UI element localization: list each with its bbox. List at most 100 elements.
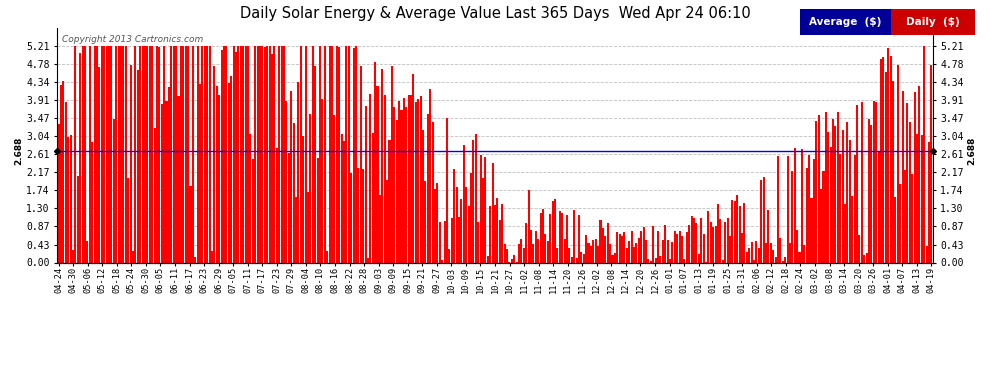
Bar — [477, 222, 479, 262]
Bar — [851, 196, 853, 262]
Bar — [192, 46, 194, 262]
Bar — [877, 152, 880, 262]
Bar — [228, 83, 230, 262]
Bar — [654, 258, 656, 262]
Bar — [902, 92, 904, 262]
Bar — [825, 112, 827, 262]
Bar — [554, 199, 556, 262]
Bar — [538, 239, 540, 262]
Bar — [110, 46, 113, 262]
Bar — [369, 94, 371, 262]
Bar — [923, 46, 926, 262]
Text: Daily  ($): Daily ($) — [906, 17, 960, 27]
Text: 2.688: 2.688 — [967, 136, 976, 165]
Bar — [357, 168, 359, 262]
Bar — [616, 232, 619, 262]
Bar — [177, 96, 179, 262]
Bar — [551, 201, 553, 262]
Bar — [612, 255, 614, 262]
Bar — [130, 65, 132, 262]
Bar — [720, 219, 722, 262]
Bar — [165, 100, 167, 262]
Bar — [417, 99, 420, 262]
Bar — [808, 155, 810, 262]
Bar — [739, 206, 741, 262]
Bar — [352, 48, 354, 262]
Bar — [890, 56, 892, 262]
Bar — [914, 92, 916, 262]
Bar — [789, 243, 791, 262]
Bar — [221, 50, 223, 262]
Bar — [144, 46, 146, 262]
Bar — [717, 204, 719, 262]
Bar — [753, 260, 755, 262]
Bar — [437, 183, 439, 262]
Bar — [127, 178, 129, 262]
Bar — [57, 124, 59, 262]
Bar — [64, 102, 67, 262]
Bar — [223, 46, 225, 262]
Bar — [381, 69, 383, 262]
Bar — [681, 236, 683, 262]
Bar — [657, 231, 659, 262]
Bar — [669, 259, 671, 262]
Bar — [251, 159, 253, 262]
Bar — [132, 251, 134, 262]
Bar — [828, 132, 830, 262]
Bar — [465, 187, 467, 262]
Bar — [94, 46, 96, 262]
Bar — [290, 91, 292, 262]
Bar — [745, 252, 747, 262]
Bar — [607, 223, 609, 262]
Bar — [518, 244, 520, 262]
Bar — [238, 46, 240, 262]
Bar — [240, 46, 242, 262]
Bar — [324, 46, 326, 262]
Bar — [760, 180, 762, 262]
Bar — [741, 233, 742, 262]
Bar — [587, 243, 589, 262]
Bar — [199, 84, 201, 262]
Bar — [885, 72, 887, 262]
Bar — [806, 168, 808, 262]
Bar — [897, 65, 899, 262]
Bar — [710, 222, 712, 262]
Bar — [904, 170, 906, 262]
Bar — [115, 46, 117, 262]
Bar — [89, 46, 91, 262]
Bar — [535, 231, 537, 262]
Bar — [147, 46, 148, 262]
Bar — [561, 213, 563, 262]
Bar — [595, 239, 597, 262]
Bar — [137, 70, 139, 262]
Bar — [732, 200, 734, 262]
Bar — [425, 181, 427, 262]
Bar — [393, 107, 395, 262]
Bar — [779, 238, 781, 262]
Bar — [748, 248, 750, 262]
Bar — [314, 66, 316, 262]
Bar — [187, 46, 189, 262]
Bar — [415, 102, 417, 262]
Bar — [386, 180, 388, 262]
Bar — [734, 201, 736, 262]
Bar — [293, 123, 295, 262]
Bar — [523, 248, 525, 262]
Bar — [549, 214, 551, 262]
Bar — [422, 130, 424, 262]
Bar — [77, 176, 79, 262]
Bar — [712, 227, 714, 262]
Bar — [835, 126, 837, 262]
Bar — [341, 134, 343, 262]
Bar — [629, 242, 631, 262]
Bar — [695, 224, 697, 262]
Bar — [774, 257, 776, 262]
Bar — [624, 232, 626, 262]
Bar — [98, 67, 100, 262]
Bar — [494, 206, 496, 262]
Bar — [858, 235, 860, 262]
Bar — [664, 225, 666, 262]
Bar — [444, 221, 446, 262]
Bar — [511, 259, 513, 262]
Bar — [722, 260, 724, 262]
